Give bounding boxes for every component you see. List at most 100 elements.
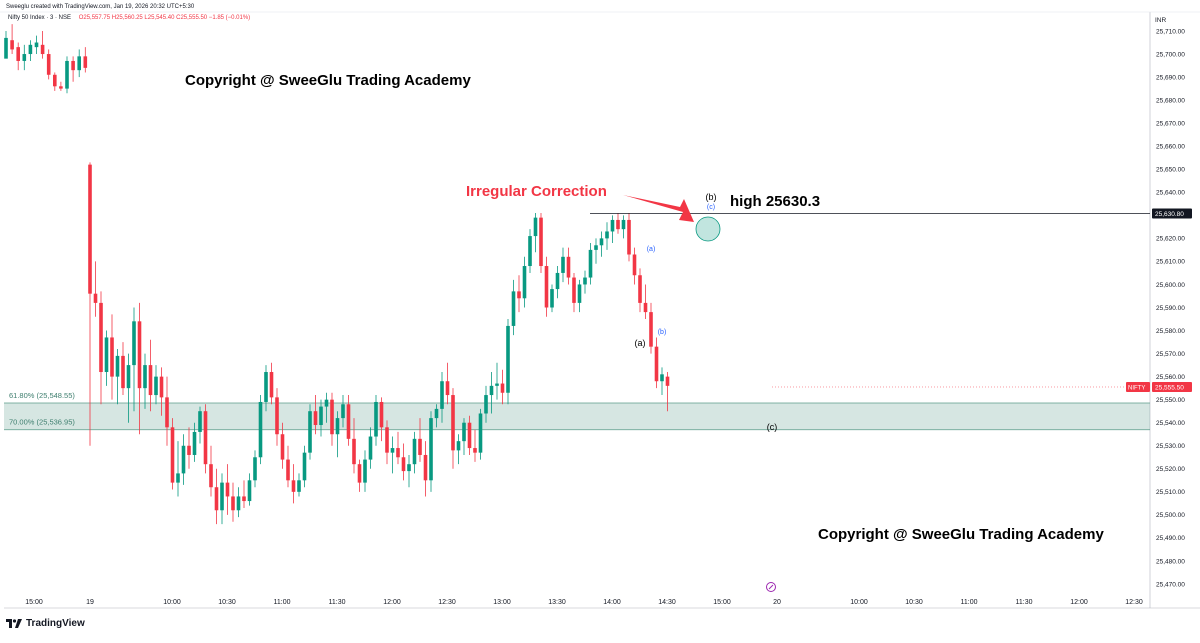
candle[interactable] — [517, 275, 521, 313]
candle[interactable] — [231, 482, 235, 522]
candle[interactable] — [412, 431, 417, 474]
candle[interactable] — [654, 337, 659, 389]
candle[interactable] — [71, 56, 75, 82]
candle[interactable] — [341, 395, 345, 428]
time-axis[interactable]: 15:00 19 10:00 10:30 11:00 11:30 12:00 12:30 13:… — [25, 599, 1143, 606]
candle[interactable] — [209, 445, 213, 497]
candle[interactable] — [583, 270, 587, 294]
candle[interactable] — [22, 44, 27, 71]
candle[interactable] — [170, 418, 175, 490]
candle[interactable] — [154, 365, 158, 405]
candle[interactable] — [176, 441, 180, 497]
candle[interactable] — [390, 436, 395, 474]
candle[interactable] — [500, 369, 505, 405]
candle[interactable] — [423, 441, 428, 497]
candle[interactable] — [506, 319, 510, 405]
candle[interactable] — [467, 415, 472, 455]
candle[interactable] — [137, 302, 142, 435]
fib-zone[interactable] — [4, 403, 1150, 430]
candle[interactable] — [632, 247, 637, 285]
candle[interactable] — [660, 367, 664, 396]
candle[interactable] — [126, 353, 131, 423]
candle[interactable] — [649, 302, 653, 354]
candle[interactable] — [16, 42, 20, 71]
candle[interactable] — [451, 388, 455, 469]
candle[interactable] — [594, 238, 598, 264]
candle[interactable] — [346, 395, 351, 446]
candle[interactable] — [352, 418, 356, 474]
tradingview-logo[interactable]: TradingView — [6, 618, 85, 629]
candle[interactable] — [165, 376, 169, 446]
candle[interactable] — [330, 392, 334, 446]
candle[interactable] — [302, 445, 307, 488]
candle[interactable] — [599, 231, 604, 257]
candle[interactable] — [368, 427, 373, 469]
candle[interactable] — [445, 362, 450, 405]
candle[interactable] — [28, 40, 33, 61]
candle[interactable] — [396, 431, 400, 465]
candle[interactable] — [665, 372, 670, 412]
candle[interactable] — [104, 330, 109, 386]
candle[interactable] — [297, 473, 301, 497]
candle[interactable] — [495, 362, 499, 400]
candle[interactable] — [143, 353, 147, 409]
candle[interactable] — [198, 406, 202, 444]
symbol-name[interactable]: Nifty 50 Index · 3 · NSE — [8, 15, 72, 21]
candle[interactable] — [286, 445, 290, 488]
candle[interactable] — [88, 162, 92, 446]
candle[interactable] — [335, 411, 340, 458]
candle[interactable] — [65, 56, 69, 94]
candle[interactable] — [324, 392, 329, 423]
candle[interactable] — [385, 420, 389, 465]
candle[interactable] — [401, 443, 406, 481]
candle[interactable] — [588, 242, 593, 285]
candle[interactable] — [40, 31, 45, 59]
candle[interactable] — [247, 473, 252, 506]
candle[interactable] — [418, 418, 422, 462]
candle[interactable] — [115, 348, 120, 405]
candle[interactable] — [357, 459, 362, 492]
candle[interactable] — [53, 72, 57, 91]
candle[interactable] — [379, 397, 384, 442]
peak-highlight-circle[interactable] — [695, 216, 721, 242]
annotation-arrow[interactable] — [623, 195, 694, 222]
candle[interactable] — [236, 487, 241, 518]
candle[interactable] — [473, 429, 477, 462]
candle[interactable] — [456, 434, 461, 465]
candle[interactable] — [407, 454, 411, 488]
candle[interactable] — [319, 399, 323, 437]
candle[interactable] — [220, 473, 224, 525]
candle[interactable] — [440, 372, 444, 423]
candle[interactable] — [550, 284, 554, 313]
candle[interactable] — [561, 247, 565, 283]
candle[interactable] — [192, 422, 197, 462]
candle[interactable] — [110, 314, 114, 400]
candle[interactable] — [159, 367, 164, 416]
candle[interactable] — [77, 49, 81, 78]
candle[interactable] — [203, 404, 208, 474]
candle[interactable] — [605, 222, 609, 250]
candle[interactable] — [264, 365, 268, 412]
candle[interactable] — [99, 291, 103, 405]
candle[interactable] — [187, 427, 191, 469]
candle[interactable] — [638, 268, 642, 313]
candle[interactable] — [643, 284, 648, 320]
candle[interactable] — [253, 450, 257, 488]
price-axis[interactable]: 25,470.00 25,480.00 25,490.00 25,500.00 25,5… — [1156, 28, 1185, 588]
candle[interactable] — [280, 422, 285, 469]
candle[interactable] — [308, 404, 312, 460]
candle[interactable] — [627, 213, 631, 262]
candle[interactable] — [528, 229, 532, 273]
candle[interactable] — [225, 464, 230, 515]
candle[interactable] — [621, 215, 626, 239]
candle[interactable] — [566, 247, 571, 285]
candle[interactable] — [121, 342, 125, 396]
candle[interactable] — [214, 468, 219, 525]
event-marker-icon[interactable] — [766, 582, 776, 592]
candle[interactable] — [478, 408, 483, 460]
candle[interactable] — [533, 213, 538, 253]
candle[interactable] — [489, 372, 494, 414]
candle[interactable] — [572, 272, 576, 313]
